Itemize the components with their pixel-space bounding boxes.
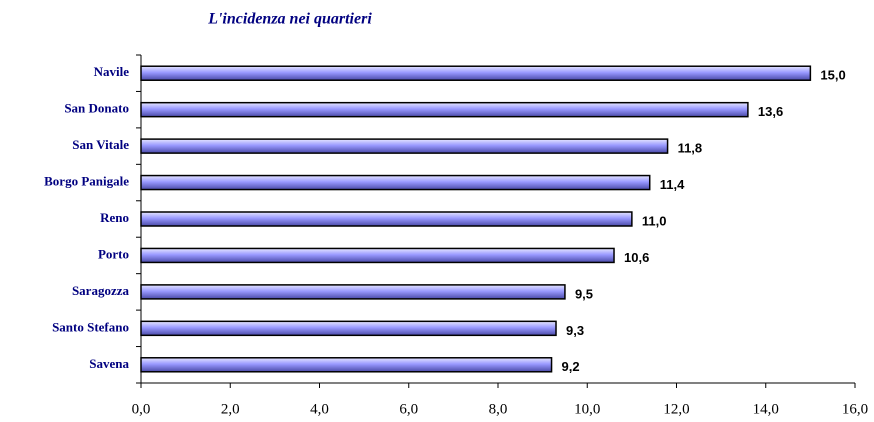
y-tick-label: Navile <box>94 64 130 79</box>
y-tick-label: San Donato <box>64 101 129 116</box>
y-tick-label: Saragozza <box>72 283 130 298</box>
bar <box>140 138 669 154</box>
x-tick-label: 6,0 <box>399 401 418 417</box>
value-label: 15,0 <box>820 68 845 83</box>
value-label: 9,5 <box>575 286 593 301</box>
x-tick-label: 2,0 <box>221 401 240 417</box>
x-tick-label: 10,0 <box>574 401 600 417</box>
y-tick-label: San Vitale <box>72 137 129 152</box>
value-label: 10,6 <box>624 250 649 265</box>
x-tick-label: 0,0 <box>132 401 151 417</box>
bar <box>140 211 633 227</box>
x-tick-label: 14,0 <box>753 401 779 417</box>
value-label: 11,8 <box>678 141 703 156</box>
value-label: 9,3 <box>566 323 584 338</box>
y-tick-label: Santo Stefano <box>52 319 129 334</box>
bar <box>140 247 615 264</box>
value-label: 9,2 <box>562 359 580 374</box>
bar <box>140 357 553 373</box>
x-tick-label: 16,0 <box>842 401 868 417</box>
y-tick-label: Reno <box>100 210 129 225</box>
bar <box>140 320 557 337</box>
bar <box>140 174 651 191</box>
y-tick-label: Porto <box>98 246 129 261</box>
bar <box>140 101 749 118</box>
value-label: 11,0 <box>642 213 667 228</box>
y-tick-label: Borgo Panigale <box>44 174 129 189</box>
bar <box>140 65 812 81</box>
x-tick-label: 8,0 <box>489 401 508 417</box>
x-tick-label: 4,0 <box>310 401 329 417</box>
bar <box>140 284 566 300</box>
y-tick-label: Savena <box>89 356 129 371</box>
value-label: 11,4 <box>660 177 685 192</box>
x-tick-label: 12,0 <box>663 401 689 417</box>
value-label: 13,6 <box>758 104 783 119</box>
chart-title: L'incidenza nei quartieri <box>207 11 372 28</box>
